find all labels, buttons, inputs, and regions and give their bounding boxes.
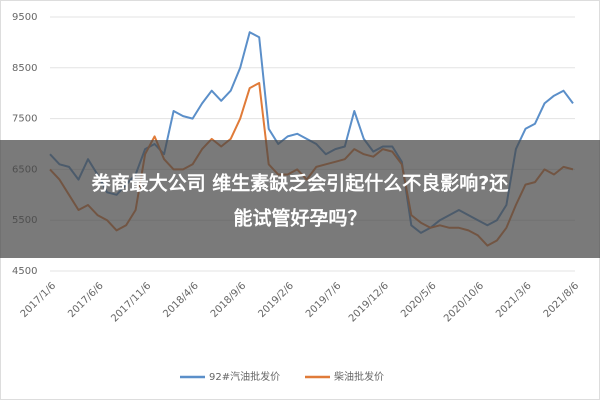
legend-label: 柴油批发价 (334, 370, 384, 383)
y-tick-label: 4500 (12, 266, 37, 277)
banner (0, 140, 600, 258)
banner-line: 能试管好孕吗？ (233, 207, 366, 230)
y-tick-label: 9500 (12, 12, 37, 23)
banner-line: 券商最大公司 维生素缺乏会引起什么不良影响?还 (91, 172, 510, 195)
y-tick-label: 7500 (12, 114, 37, 125)
legend-label: 92#汽油批发价 (209, 370, 280, 383)
y-tick-label: 8500 (12, 63, 37, 74)
